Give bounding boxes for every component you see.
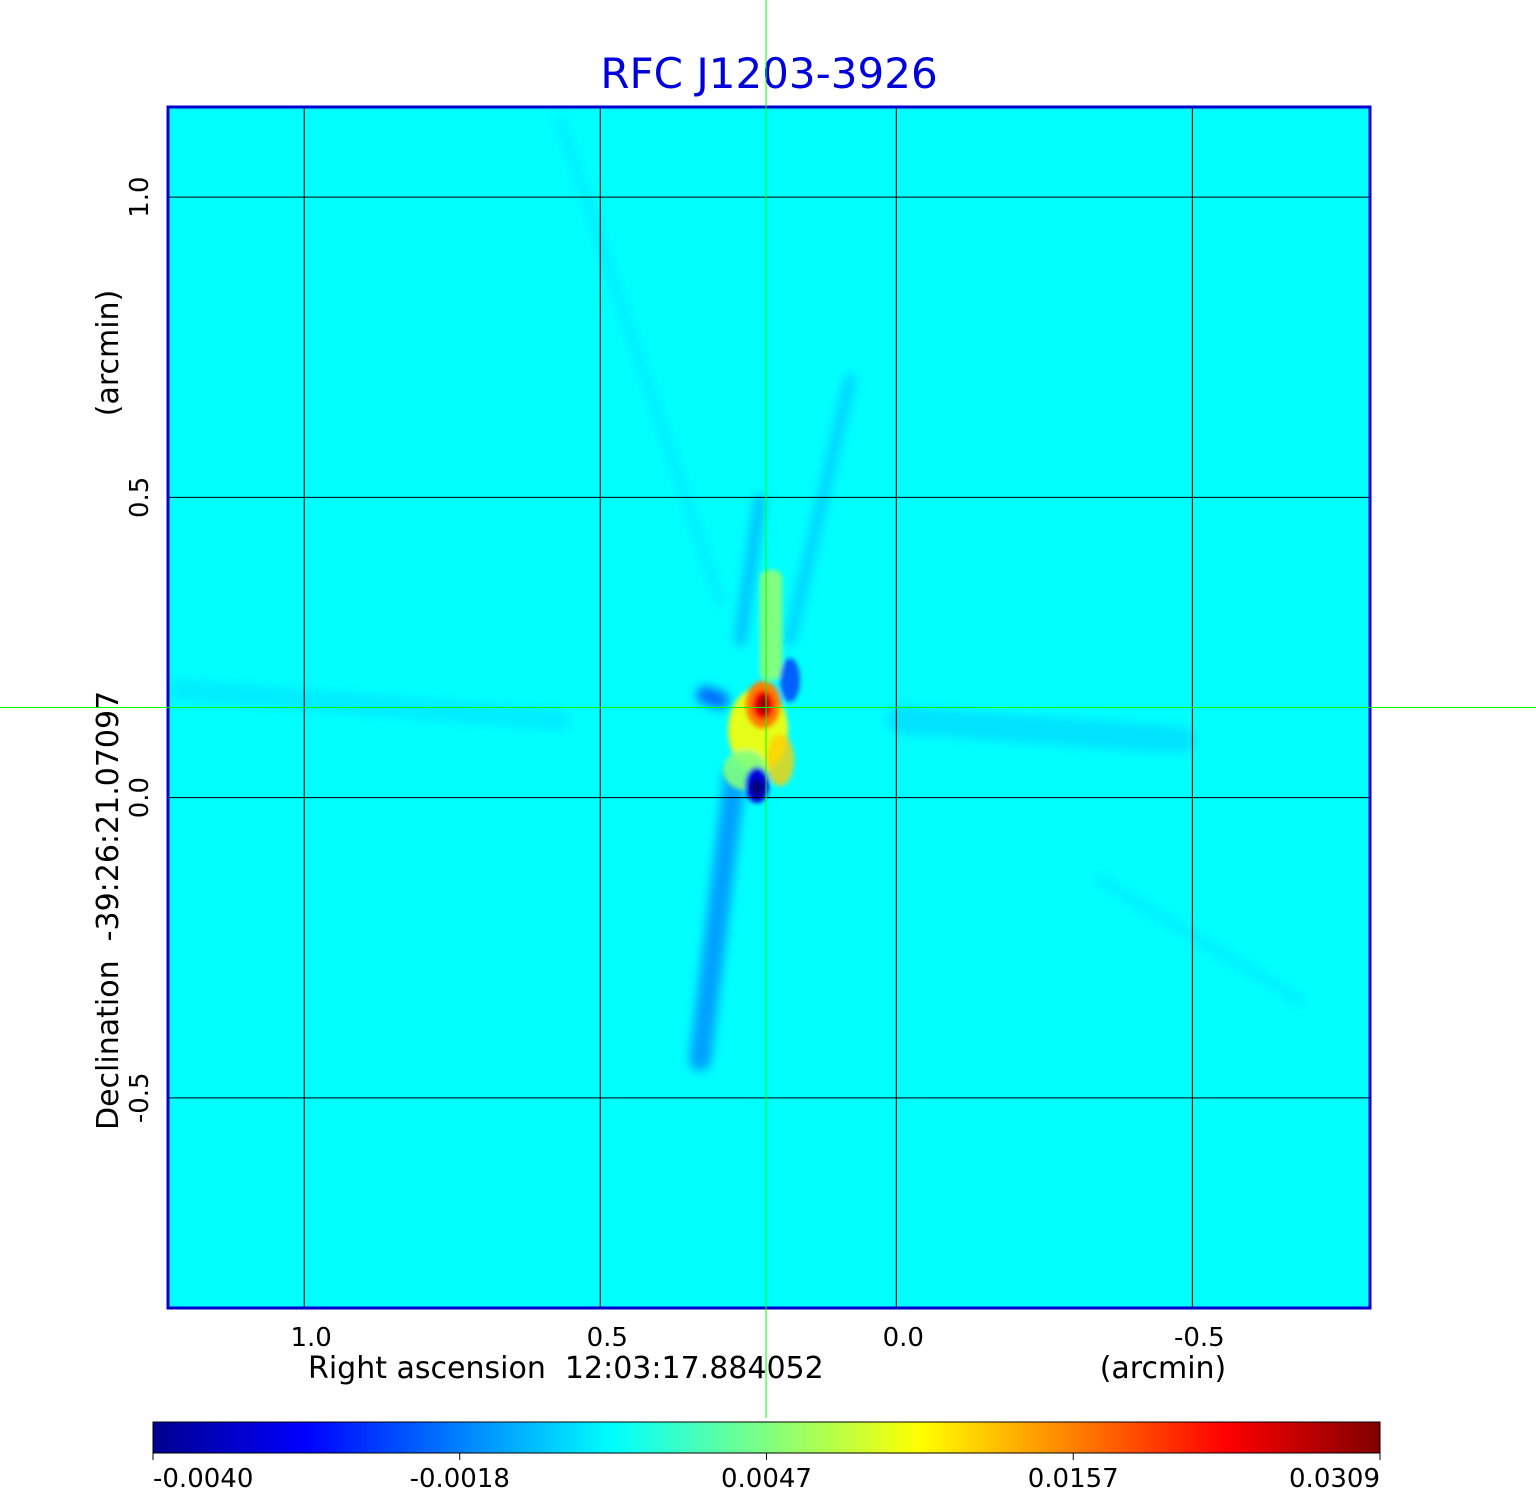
structure-layer <box>169 115 1306 1071</box>
y-axis-label: Declination -39:26:21.07097 <box>91 691 126 1130</box>
x-axis-label: Right ascension 12:03:17.884052 <box>308 1351 824 1386</box>
colorbar-tick-label-2: 0.0047 <box>721 1464 812 1494</box>
colorbar-tick-label-4: 0.0309 <box>1289 1464 1380 1494</box>
y-tick-label-1: 0.5 <box>125 477 155 518</box>
y-tick-labels: 1.0 0.5 0.0 -0.5 <box>125 176 155 1123</box>
colorbar-tick-label-1: -0.0018 <box>410 1464 510 1494</box>
y-axis-unit: (arcmin) <box>91 290 126 417</box>
x-tick-label-3: -0.5 <box>1174 1323 1225 1353</box>
x-tick-label-0: 1.0 <box>291 1323 332 1353</box>
source-features <box>723 570 800 803</box>
x-tick-labels: 1.0 0.5 0.0 -0.5 <box>291 1323 1225 1353</box>
y-tick-label-2: 0.0 <box>125 777 155 818</box>
chart-title: RFC J1203-3926 <box>600 49 937 98</box>
crosshair <box>0 0 1536 1418</box>
colorbar-tick-label-0: -0.0040 <box>153 1464 253 1494</box>
colorbar <box>152 1421 1381 1454</box>
y-tick-label-3: -0.5 <box>125 1072 155 1123</box>
colorbar-tick-label-3: 0.0157 <box>1028 1464 1119 1494</box>
x-tick-label-1: 0.5 <box>587 1323 628 1353</box>
x-tick-label-2: 0.0 <box>883 1323 924 1353</box>
y-tick-label-0: 1.0 <box>125 176 155 217</box>
colorbar-tick-labels: -0.0040 -0.0018 0.0047 0.0157 0.0309 <box>152 1453 1381 1494</box>
x-axis-unit: (arcmin) <box>1100 1351 1227 1386</box>
